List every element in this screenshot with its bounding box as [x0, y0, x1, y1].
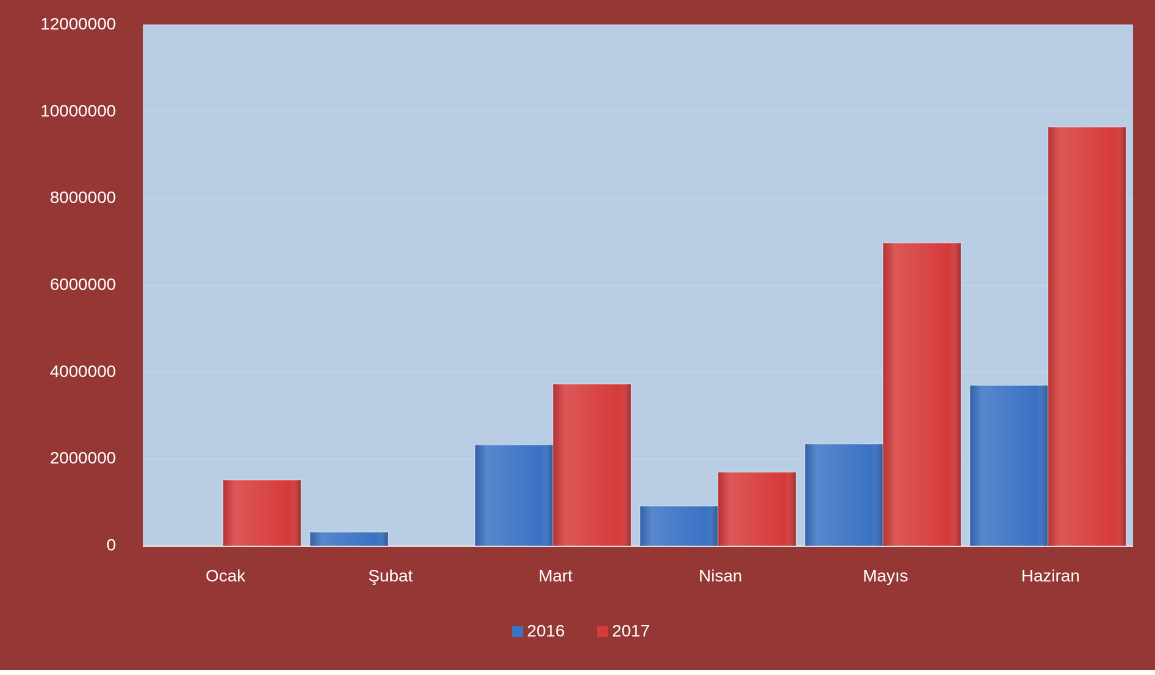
bar [804, 443, 884, 547]
legend-swatch [512, 626, 523, 637]
x-tick-label: Haziran [1021, 566, 1080, 585]
y-tick-label: 4000000 [50, 362, 116, 381]
bar [882, 242, 962, 547]
y-tick-label: 2000000 [50, 449, 116, 468]
y-tick-label: 8000000 [50, 188, 116, 207]
bar [552, 383, 632, 547]
x-tick-label: Nisan [699, 566, 742, 585]
x-tick-label: Mayıs [863, 566, 908, 585]
y-tick-label: 0 [107, 535, 116, 554]
y-tick-label: 6000000 [50, 275, 116, 294]
bar [309, 531, 389, 547]
legend-label: 2017 [612, 621, 650, 640]
y-tick-label: 10000000 [40, 101, 116, 120]
x-tick-label: Şubat [368, 566, 413, 585]
bar [222, 479, 302, 547]
y-tick-label: 12000000 [40, 14, 116, 33]
bar [1047, 126, 1127, 547]
x-tick-label: Ocak [206, 566, 246, 585]
bar [969, 384, 1049, 547]
x-tick-label: Mart [539, 566, 573, 585]
bar [474, 444, 554, 547]
legend-label: 2016 [527, 621, 565, 640]
bar [717, 471, 797, 547]
bar [639, 505, 719, 547]
legend-swatch [597, 626, 608, 637]
